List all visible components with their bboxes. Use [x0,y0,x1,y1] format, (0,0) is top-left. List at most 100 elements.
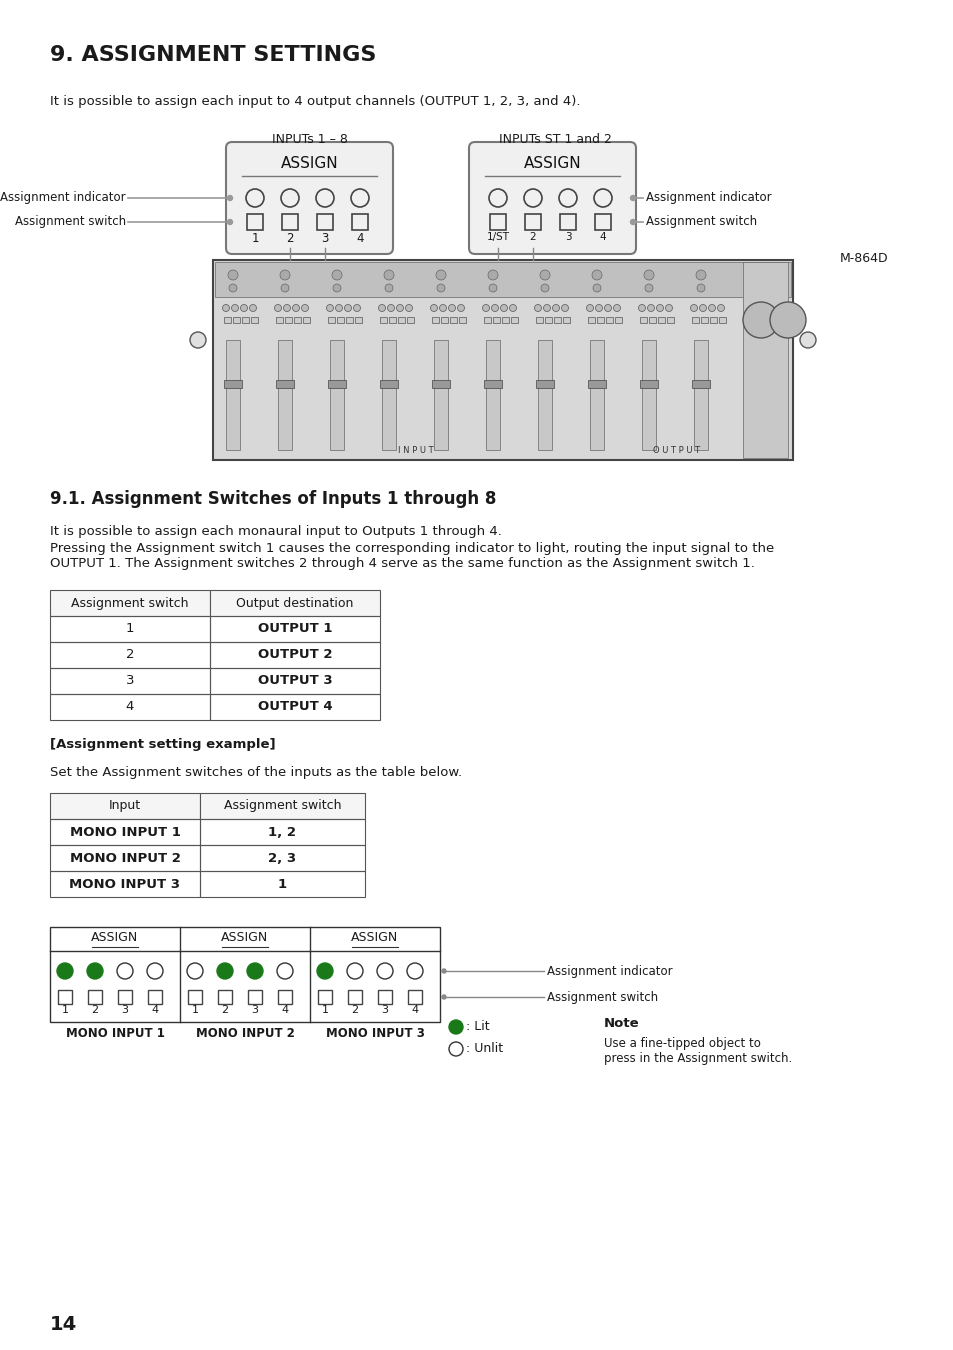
Text: OUTPUT 2: OUTPUT 2 [257,648,332,662]
Text: 4: 4 [126,701,134,714]
Bar [709,317,717,323]
Text: Assignment switch: Assignment switch [645,215,757,228]
Bar [501,317,509,323]
Bar [408,990,421,1004]
Text: Pressing the Assignment switch 1 causes the corresponding indicator to light, ro: Pressing the Assignment switch 1 causes … [50,541,774,570]
Text: 2: 2 [286,232,294,244]
Circle shape [385,284,393,292]
Bar [407,317,414,323]
Bar [595,215,610,230]
Bar [317,990,332,1004]
Circle shape [593,284,600,292]
Text: 4: 4 [355,232,363,244]
Bar [50,616,210,643]
Text: It is possible to assign each input to 4 output channels (OUTPUT 1, 2, 3, and 4): It is possible to assign each input to 4… [50,95,579,108]
Bar [330,340,344,450]
Bar [493,317,499,323]
Bar [434,340,448,450]
Circle shape [697,284,704,292]
Bar [379,379,397,387]
Bar [458,317,465,323]
Circle shape [613,305,619,312]
Text: 3: 3 [564,232,571,242]
Bar [285,317,292,323]
Text: Assignment indicator: Assignment indicator [645,190,771,204]
Circle shape [354,305,360,312]
Text: It is possible to assign each monaural input to Outputs 1 through 4.: It is possible to assign each monaural i… [50,525,501,539]
Text: : Unlit: : Unlit [465,1042,502,1056]
Circle shape [441,995,446,999]
Text: MONO INPUT 1: MONO INPUT 1 [66,1027,164,1040]
Bar [511,317,517,323]
Bar [50,643,210,668]
Circle shape [742,302,779,338]
Bar [397,317,405,323]
Text: M-864D: M-864D [840,252,887,265]
Text: INPUTs ST 1 and 2: INPUTs ST 1 and 2 [498,134,611,146]
Circle shape [509,305,516,312]
Circle shape [387,305,395,312]
Bar [605,317,613,323]
Bar [700,317,707,323]
Circle shape [436,270,446,279]
Bar [277,340,292,450]
Bar [224,379,242,387]
Bar [218,990,232,1004]
Circle shape [491,305,498,312]
Bar [389,317,395,323]
Text: 1: 1 [61,1004,69,1015]
Bar [50,871,200,896]
Bar [210,590,379,616]
Text: Input: Input [109,799,141,813]
Circle shape [190,332,206,348]
Text: 2: 2 [221,1004,229,1015]
Bar [50,819,200,845]
Text: 3: 3 [121,1004,129,1015]
Bar [485,340,499,450]
Bar [355,317,361,323]
Bar [118,990,132,1004]
Circle shape [665,305,672,312]
Text: O U T P U T: O U T P U T [653,446,700,455]
Circle shape [436,284,444,292]
Circle shape [332,270,341,279]
Bar [50,792,200,819]
Circle shape [540,284,548,292]
Circle shape [222,305,230,312]
Bar [275,317,283,323]
Circle shape [293,305,299,312]
Circle shape [539,270,550,279]
Text: 4: 4 [152,1004,158,1015]
Bar [294,317,301,323]
Bar [58,990,71,1004]
Circle shape [283,305,291,312]
Text: 4: 4 [411,1004,418,1015]
Bar [242,317,249,323]
Bar [589,340,603,450]
Text: ASSIGN: ASSIGN [91,931,138,944]
Bar [251,317,257,323]
Circle shape [592,270,601,279]
Bar [50,845,200,871]
Text: MONO INPUT 3: MONO INPUT 3 [325,1027,424,1040]
Text: MONO INPUT 2: MONO INPUT 2 [70,852,180,864]
FancyBboxPatch shape [226,142,393,254]
Bar [200,871,365,896]
Circle shape [543,305,550,312]
Circle shape [229,284,236,292]
Bar [224,317,231,323]
Text: Assignment indicator: Assignment indicator [546,964,672,977]
Bar [537,340,552,450]
Bar [483,317,491,323]
Circle shape [769,302,805,338]
Circle shape [87,963,103,979]
Bar [277,990,292,1004]
Text: 1/ST: 1/ST [486,232,509,242]
Text: Set the Assignment switches of the inputs as the table below.: Set the Assignment switches of the input… [50,765,461,779]
Text: Assignment switch: Assignment switch [71,597,189,609]
Circle shape [717,305,723,312]
Text: 9.1. Assignment Switches of Inputs 1 through 8: 9.1. Assignment Switches of Inputs 1 thr… [50,490,496,508]
Circle shape [604,305,611,312]
Text: ASSIGN: ASSIGN [221,931,269,944]
Circle shape [281,284,289,292]
